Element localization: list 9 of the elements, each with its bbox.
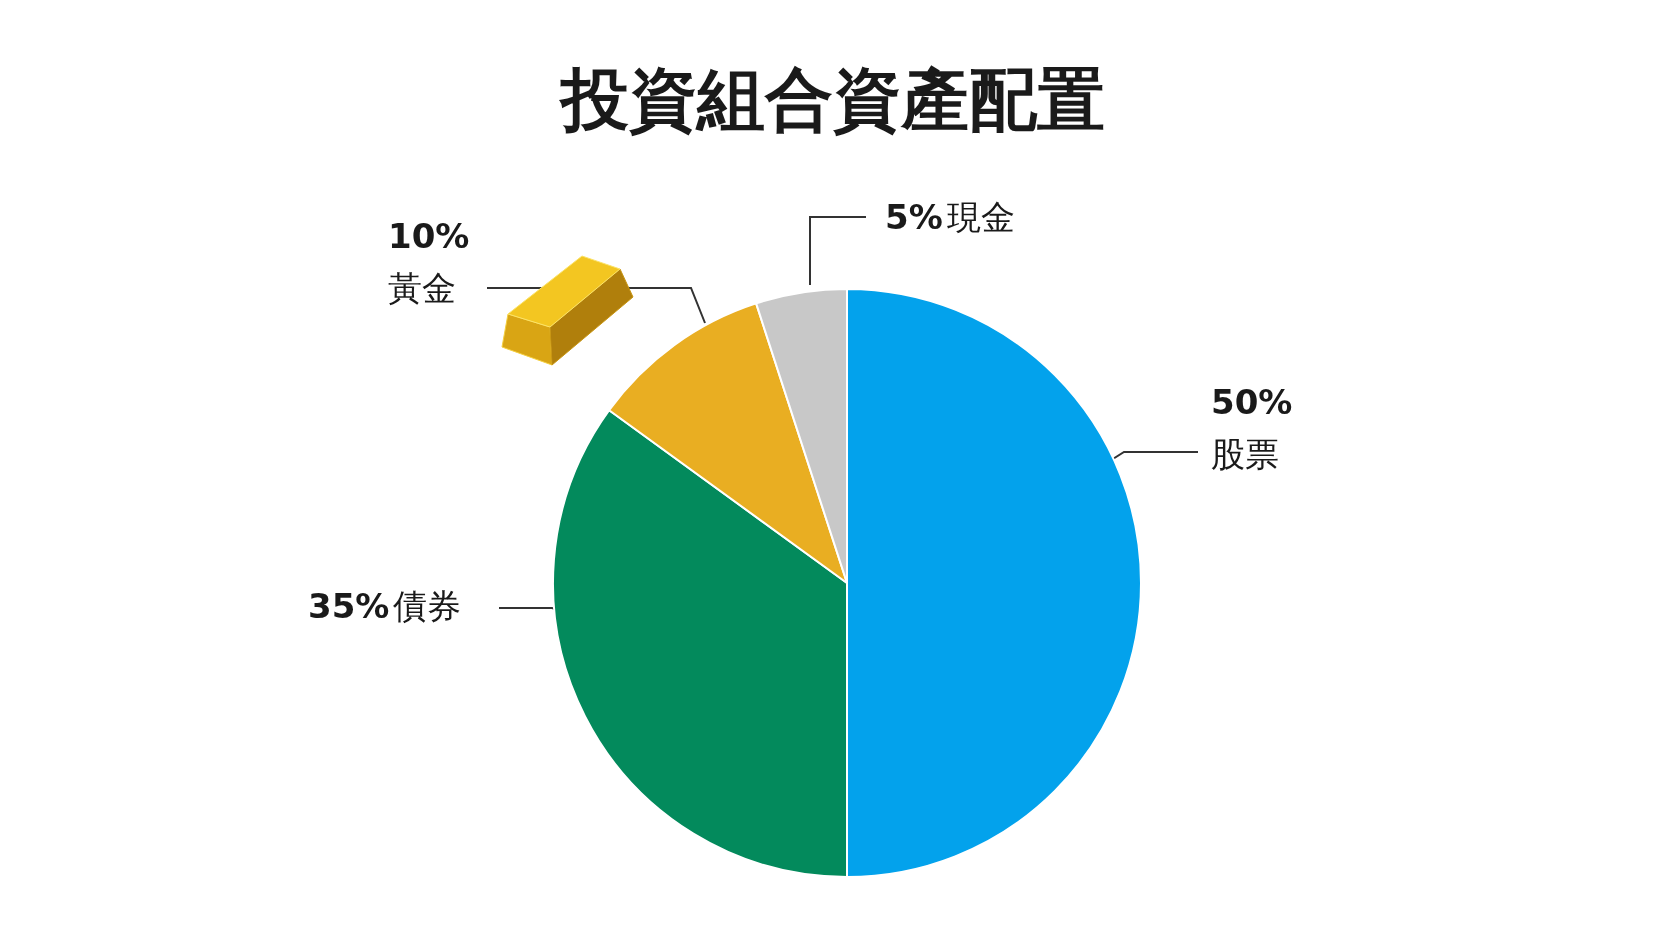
data-label: 10% bbox=[388, 216, 470, 256]
slice-label: 黃金 bbox=[388, 268, 456, 308]
data-label: 5% bbox=[885, 197, 943, 237]
chart-title: 投資組合資產配置 bbox=[558, 59, 1105, 139]
data-label: 50% bbox=[1211, 382, 1293, 422]
slice-label: 債券 bbox=[393, 586, 462, 626]
slice-label: 現金 bbox=[946, 197, 1015, 237]
slice-label: 股票 bbox=[1211, 434, 1279, 474]
data-label: 35% bbox=[308, 586, 390, 626]
